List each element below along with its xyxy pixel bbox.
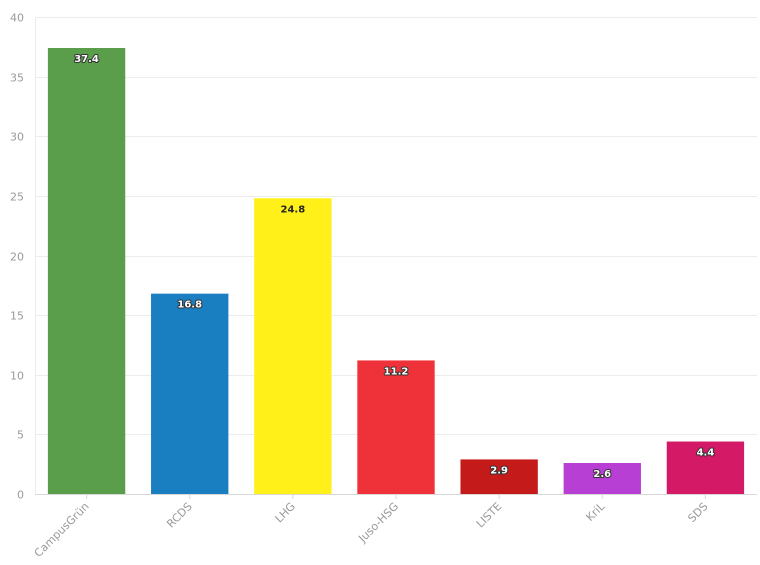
data-label: 24.8 [281,204,306,215]
bar-lhg[interactable] [254,198,332,494]
x-tick-label: KriL [583,499,608,524]
y-tick-label: 0 [17,489,24,502]
y-tick-label: 10 [10,370,24,383]
data-labels: 37.4 16.8 24.8 11.2 2.9 2.6 4.4 [73,53,715,481]
y-tick-label: 25 [10,191,24,204]
y-tick-label: 15 [10,310,24,323]
x-tick-label: Juso-HSG [355,500,401,546]
y-tick-label: 35 [10,72,24,85]
x-tick-label: RCDS [164,500,195,531]
x-tick-label: LHG [273,500,298,525]
x-axis-ticks: CampusGrün RCDS LHG Juso-HSG LISTE KriL SDS [32,494,711,560]
y-tick-label: 40 [10,12,24,25]
x-tick-label: CampusGrün [32,500,92,560]
data-label: 16.8 [177,300,202,311]
bar-sds[interactable] [666,441,745,494]
x-tick-label: SDS [685,500,710,525]
data-label: 2.6 [593,469,611,480]
y-tick-label: 20 [10,251,24,264]
x-tick-label: LISTE [474,500,504,530]
bar-campusgr-n[interactable] [47,48,126,494]
data-label: 4.4 [697,448,715,459]
bar-juso-hsg[interactable] [357,360,435,494]
y-axis-ticks: 0 5 10 15 20 25 30 35 40 [10,12,24,502]
bars [47,48,745,494]
bar-kril[interactable] [563,462,641,494]
y-tick-label: 5 [17,429,24,442]
y-tick-label: 30 [10,131,24,144]
data-label: 11.2 [384,366,409,377]
data-label: 37.4 [74,54,99,65]
data-label: 2.9 [490,465,508,476]
bar-rcds[interactable] [151,293,229,494]
bar-liste[interactable] [460,459,538,494]
